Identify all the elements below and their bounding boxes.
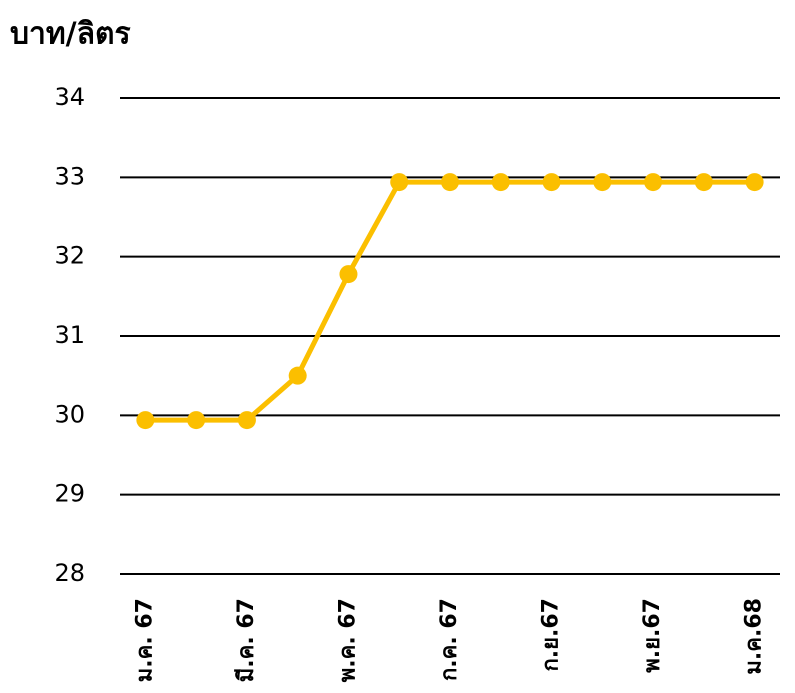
- point: [136, 411, 155, 430]
- y-tick-label: 33: [54, 162, 85, 190]
- x-tick-label: ก.ค. 67: [437, 598, 462, 681]
- x-tick-label: ม.ค. 67: [132, 598, 157, 682]
- y-tick-label: 32: [54, 242, 85, 270]
- series-line: [145, 179, 755, 423]
- point: [339, 265, 358, 284]
- point: [542, 173, 561, 192]
- y-tick-label: 29: [54, 480, 85, 508]
- y-tick-label: 30: [54, 400, 85, 428]
- point: [644, 173, 663, 192]
- y-tick-label: 34: [54, 83, 85, 111]
- point: [237, 411, 256, 430]
- point: [593, 173, 612, 192]
- y-tick-label: 28: [54, 559, 85, 587]
- point: [390, 173, 409, 192]
- point: [441, 173, 459, 192]
- point: [694, 173, 713, 192]
- x-tick-label: มี.ค. 67: [234, 598, 259, 682]
- point: [288, 366, 307, 385]
- x-tick-label: ม.ค.68: [742, 598, 767, 675]
- chart-title: บาท/ลิตร: [10, 17, 131, 52]
- y-tick-label: 31: [54, 321, 85, 349]
- x-tick-label: ก.ย.67: [539, 598, 564, 672]
- point: [491, 173, 510, 192]
- point: [187, 411, 206, 430]
- x-tick-label: พ.ย.67: [640, 598, 665, 673]
- point: [745, 173, 764, 192]
- x-tick-label: พ.ค. 67: [335, 598, 360, 682]
